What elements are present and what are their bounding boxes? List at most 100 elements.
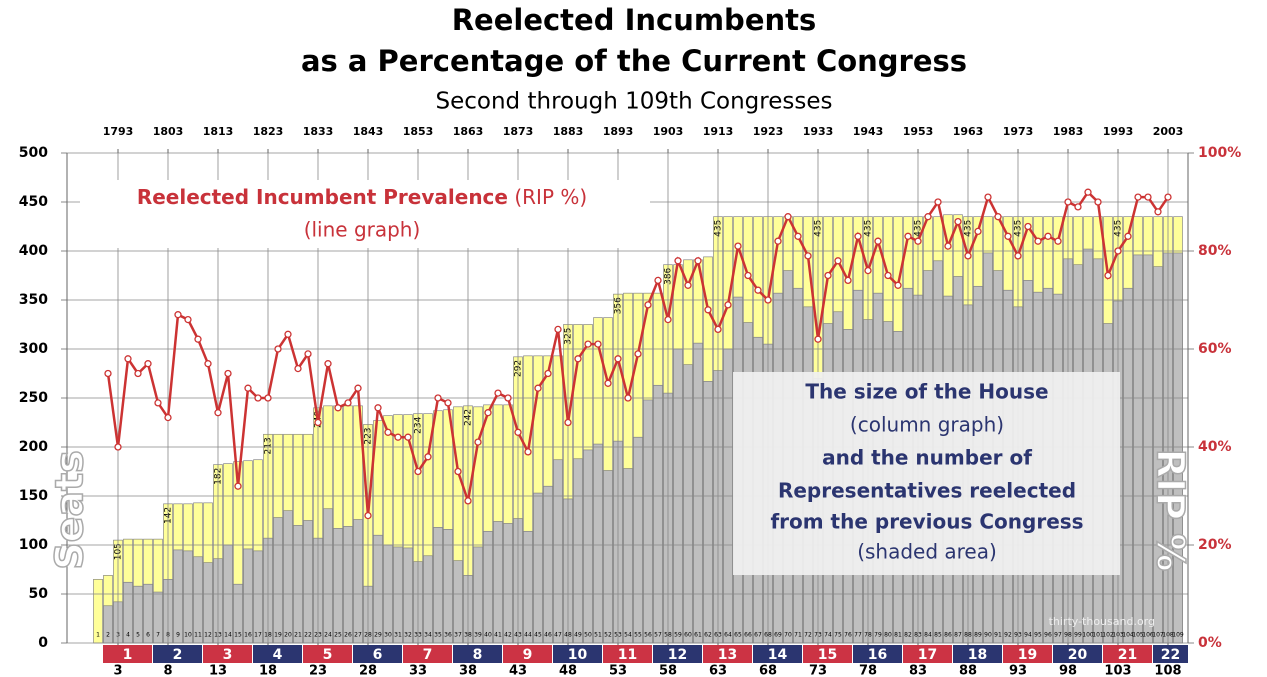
group-label: 9	[523, 647, 533, 663]
column-label: 24	[324, 632, 332, 639]
column-label: 65	[734, 632, 742, 639]
column-label: 67	[754, 632, 762, 639]
rip-point	[314, 418, 322, 427]
rip-point	[644, 301, 652, 309]
group-label: 12	[668, 647, 687, 663]
rip-point	[1114, 247, 1122, 255]
rip-point	[804, 252, 812, 260]
group-label: 1	[123, 647, 133, 663]
rip-point	[214, 409, 222, 417]
column-label: 105	[1132, 632, 1144, 639]
y-tick-label: 50	[29, 586, 49, 602]
reelected-bar	[503, 523, 513, 644]
group-label: 6	[373, 647, 383, 663]
group-label: 19	[1018, 647, 1037, 663]
group-box	[453, 645, 502, 663]
column-label: 66	[744, 632, 752, 639]
rip-point	[1034, 237, 1042, 245]
rip-point	[904, 232, 912, 240]
column-label: 97	[1054, 632, 1062, 639]
value-label: 435	[964, 220, 974, 237]
x-tick-label: 53	[609, 664, 627, 677]
y-tick-label: 200	[19, 439, 48, 455]
column-label: 20	[284, 632, 292, 639]
rip-point	[1164, 193, 1172, 201]
annotation-bold: Reelected Incumbent Prevalence	[137, 185, 508, 209]
rip-point	[144, 360, 152, 368]
x-tick-label: 108	[1154, 664, 1181, 677]
value-label: 435	[814, 220, 824, 237]
column-label: 35	[434, 632, 442, 639]
column-label: 106	[1142, 632, 1154, 639]
column-label: 5	[136, 632, 140, 639]
rip-point	[764, 296, 772, 304]
rip-point	[404, 433, 412, 441]
group-box	[503, 645, 552, 663]
reelected-bar	[253, 550, 263, 644]
column-label: 90	[984, 632, 992, 639]
value-label: 435	[714, 220, 724, 237]
rip-point	[604, 379, 612, 387]
y-tick-label: 100	[19, 537, 48, 553]
column-label: 15	[234, 632, 242, 639]
rip-point	[834, 257, 842, 265]
column-label: 39	[474, 632, 482, 639]
x-tick-label: 23	[309, 664, 327, 677]
x2-tick-label: 1873	[503, 125, 534, 138]
column-label: 82	[904, 632, 912, 639]
rip-point	[374, 404, 382, 412]
reelected-bar	[303, 520, 313, 644]
rip-point	[1064, 198, 1072, 206]
rip-point	[1134, 193, 1142, 201]
reelected-bar	[393, 546, 403, 644]
y2-tick-label: 60%	[1198, 341, 1232, 357]
reelected-bar	[643, 399, 653, 644]
column-label: 92	[1004, 632, 1012, 639]
x-tick-label: 13	[209, 664, 227, 677]
x2-tick-label: 1943	[853, 125, 884, 138]
value-label: 435	[1114, 220, 1124, 237]
group-box	[153, 645, 202, 663]
y-axis-label: Seats	[48, 450, 92, 570]
rip-point	[484, 409, 492, 417]
rip-point	[224, 369, 232, 378]
box-line: from the previous Congress	[770, 510, 1083, 534]
column-label: 51	[594, 632, 602, 639]
reelected-bar	[293, 525, 303, 644]
rip-point	[584, 340, 592, 348]
column-label: 34	[424, 632, 432, 639]
column-label: 61	[694, 632, 702, 639]
rip-point	[734, 242, 742, 250]
rip-point	[104, 369, 112, 378]
y-tick-label: 150	[19, 488, 48, 504]
rip-point	[844, 276, 852, 285]
x2-tick-label: 1863	[453, 125, 484, 138]
rip-point	[544, 369, 552, 378]
column-label: 81	[894, 632, 902, 639]
value-label: 182	[214, 468, 224, 485]
rip-point	[1094, 198, 1102, 206]
value-label: 105	[114, 543, 124, 560]
rip-point	[874, 237, 882, 245]
reelected-bar	[583, 449, 593, 644]
rip-point	[184, 315, 192, 324]
rip-point	[994, 213, 1002, 221]
y-tick-label: 450	[19, 194, 48, 210]
group-box	[103, 645, 152, 663]
value-label: 435	[1014, 220, 1024, 237]
x-tick-label: 63	[709, 664, 727, 677]
column-label: 87	[954, 632, 962, 639]
rip-point	[494, 389, 502, 397]
column-label: 44	[524, 632, 532, 639]
rip-point	[794, 232, 802, 240]
column-label: 54	[624, 632, 632, 639]
rip-point	[504, 394, 512, 402]
group-label: 16	[868, 647, 887, 663]
column-label: 14	[224, 632, 232, 639]
reelected-bar	[323, 508, 333, 644]
x2-tick-label: 2003	[1153, 125, 1184, 138]
column-label: 12	[204, 632, 212, 639]
box-line: (shaded area)	[857, 540, 997, 564]
reelected-bar	[193, 556, 203, 644]
